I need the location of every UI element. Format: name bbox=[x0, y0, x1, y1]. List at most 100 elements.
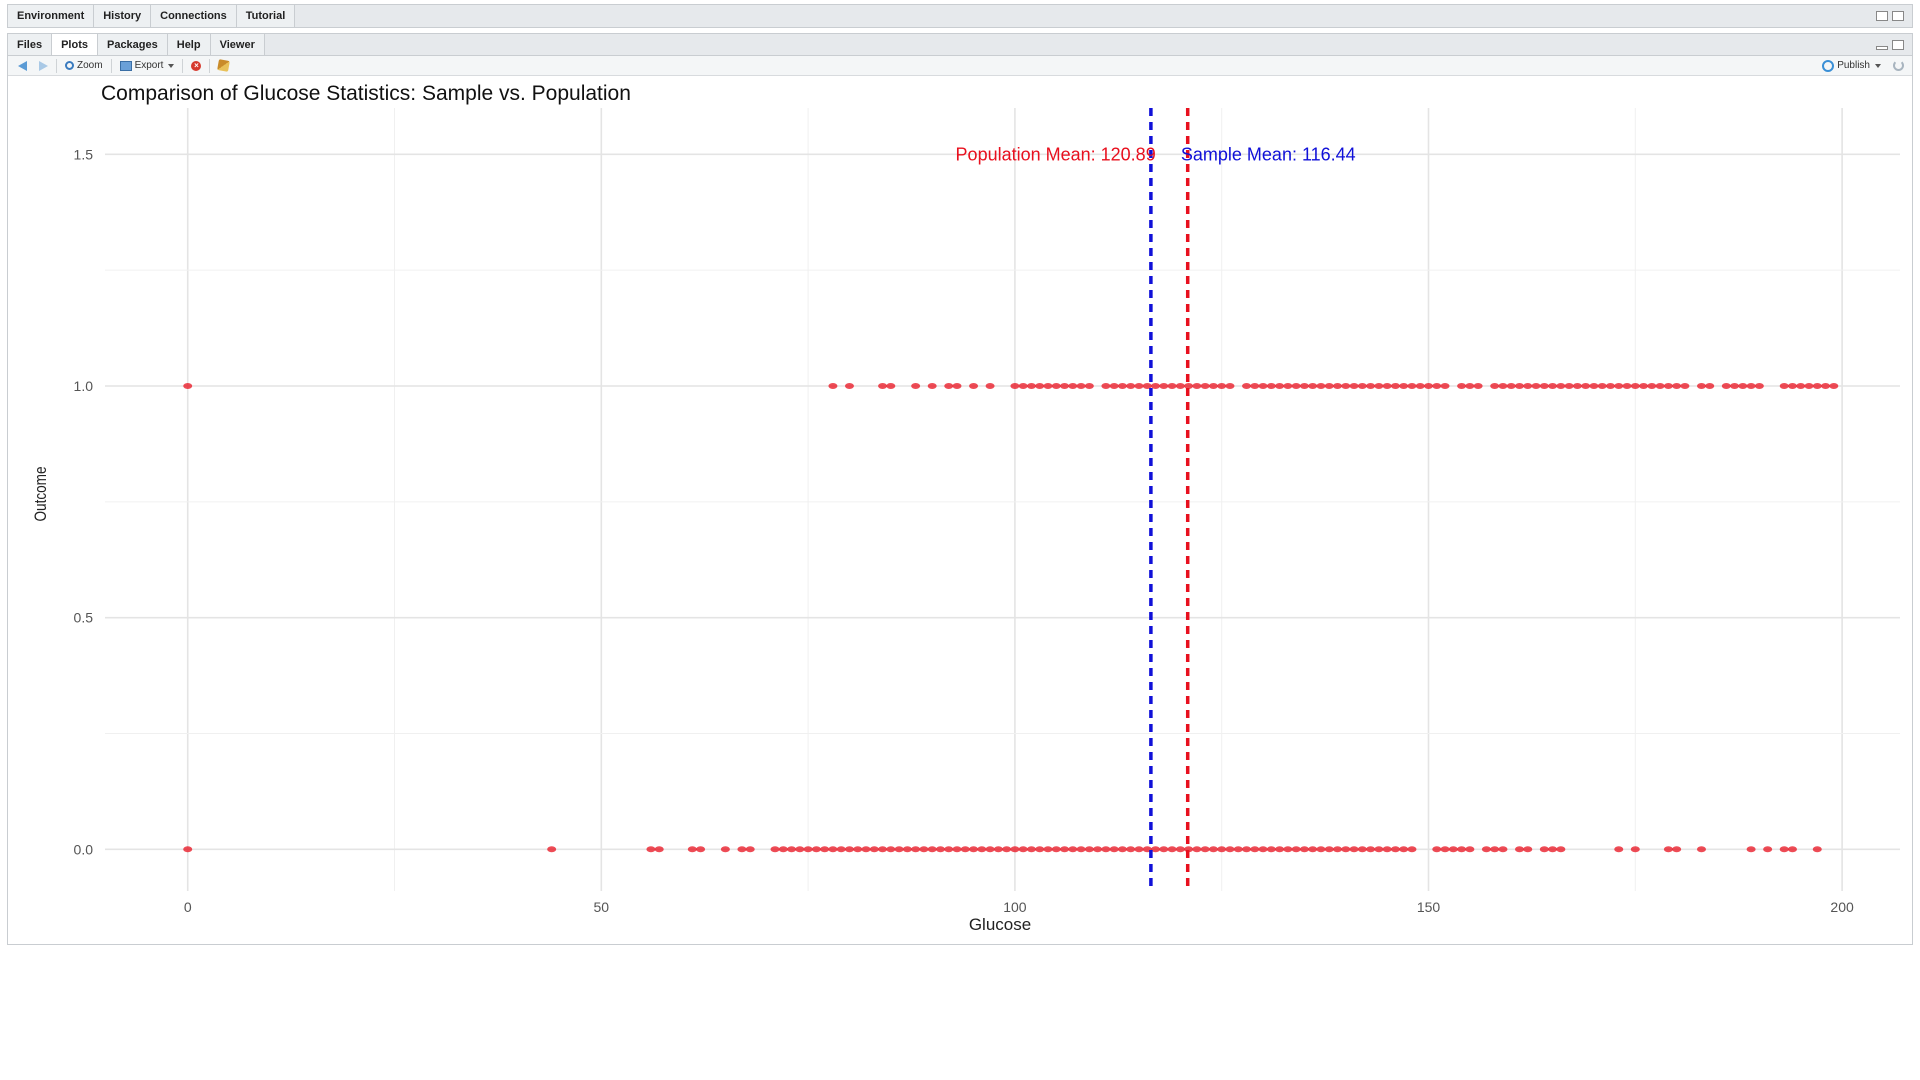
tab-files[interactable]: Files bbox=[8, 34, 53, 55]
data-point bbox=[878, 382, 888, 389]
data-point bbox=[1266, 382, 1276, 389]
bottom-pane-tabbar: Files Plots Packages Help Viewer bbox=[8, 34, 1912, 56]
data-point bbox=[1051, 382, 1061, 389]
tab-viewer[interactable]: Viewer bbox=[210, 34, 265, 55]
data-point bbox=[1242, 382, 1252, 389]
data-point bbox=[1192, 846, 1202, 853]
data-point bbox=[1225, 382, 1235, 389]
tab-tutorial[interactable]: Tutorial bbox=[236, 5, 296, 27]
tab-connections[interactable]: Connections bbox=[151, 5, 237, 27]
remove-icon: × bbox=[191, 60, 202, 71]
data-point bbox=[1167, 846, 1177, 853]
data-point bbox=[1208, 382, 1218, 389]
data-point bbox=[795, 846, 805, 853]
data-point bbox=[646, 846, 656, 853]
tab-history[interactable]: History bbox=[94, 5, 152, 27]
data-point bbox=[1663, 846, 1673, 853]
data-point bbox=[878, 846, 888, 853]
remove-plot-button[interactable]: × bbox=[185, 56, 207, 75]
data-point bbox=[1035, 846, 1045, 853]
data-point bbox=[969, 382, 979, 389]
data-point bbox=[993, 846, 1003, 853]
back-button[interactable] bbox=[12, 56, 33, 75]
data-point bbox=[1581, 382, 1591, 389]
data-point bbox=[1109, 846, 1119, 853]
data-point bbox=[1374, 846, 1384, 853]
data-point bbox=[1548, 846, 1558, 853]
data-point bbox=[1109, 382, 1119, 389]
y-tick-label: 0.0 bbox=[74, 841, 94, 857]
data-point bbox=[828, 382, 838, 389]
toolbar-divider bbox=[110, 58, 112, 73]
restore-pane-icon[interactable] bbox=[1876, 11, 1888, 21]
data-point bbox=[687, 846, 697, 853]
data-point bbox=[1812, 846, 1822, 853]
data-point bbox=[1333, 382, 1343, 389]
data-point bbox=[861, 846, 871, 853]
refresh-icon[interactable] bbox=[1893, 60, 1904, 71]
scatter-chart: Comparison of Glucose Statistics: Sample… bbox=[32, 82, 1900, 934]
data-point bbox=[1539, 382, 1549, 389]
tab-plots[interactable]: Plots bbox=[52, 34, 98, 55]
data-point bbox=[1101, 846, 1111, 853]
y-tick-label: 1.0 bbox=[74, 378, 94, 394]
tab-environment[interactable]: Environment bbox=[8, 5, 95, 27]
data-point bbox=[1663, 382, 1673, 389]
data-point bbox=[1357, 846, 1367, 853]
data-point bbox=[911, 382, 921, 389]
clear-plots-button[interactable] bbox=[212, 56, 235, 75]
data-point bbox=[952, 382, 962, 389]
data-point bbox=[1093, 846, 1103, 853]
data-point bbox=[1639, 382, 1649, 389]
data-point bbox=[1506, 382, 1516, 389]
restore-pane-icon[interactable] bbox=[1892, 39, 1904, 50]
export-label: Export bbox=[134, 60, 164, 71]
data-point bbox=[1126, 382, 1136, 389]
data-point bbox=[1432, 846, 1442, 853]
data-point bbox=[960, 846, 970, 853]
data-point bbox=[1266, 846, 1276, 853]
forward-button[interactable] bbox=[33, 56, 54, 75]
x-tick-label: 50 bbox=[594, 899, 610, 915]
broom-icon bbox=[217, 59, 231, 72]
data-point bbox=[969, 846, 979, 853]
plots-toolbar: Zoom Export × Publish bbox=[8, 56, 1912, 76]
data-point bbox=[828, 846, 838, 853]
data-point bbox=[869, 846, 879, 853]
data-point bbox=[1159, 382, 1169, 389]
data-point bbox=[1705, 382, 1715, 389]
data-point bbox=[1787, 846, 1797, 853]
maximize-pane-icon[interactable] bbox=[1892, 11, 1904, 21]
data-point bbox=[1043, 846, 1053, 853]
data-point bbox=[1068, 846, 1078, 853]
zoom-button[interactable]: Zoom bbox=[59, 56, 109, 75]
data-point bbox=[1680, 382, 1690, 389]
y-tick-label: 1.5 bbox=[74, 146, 94, 162]
data-point bbox=[1043, 382, 1053, 389]
data-point bbox=[1076, 846, 1086, 853]
data-point bbox=[1647, 382, 1657, 389]
tab-help[interactable]: Help bbox=[167, 34, 211, 55]
data-point bbox=[1721, 382, 1731, 389]
data-point bbox=[1390, 846, 1400, 853]
data-point bbox=[1051, 846, 1061, 853]
data-point bbox=[1498, 846, 1508, 853]
publish-button[interactable]: Publish bbox=[1816, 59, 1887, 72]
data-point bbox=[985, 382, 995, 389]
x-tick-label: 0 bbox=[184, 899, 192, 915]
zoom-label: Zoom bbox=[77, 60, 103, 71]
data-point bbox=[1316, 846, 1326, 853]
data-point bbox=[894, 846, 904, 853]
export-button[interactable]: Export bbox=[114, 56, 181, 75]
data-point bbox=[1597, 382, 1607, 389]
mean-lines: Population Mean: 120.89 Sample Mean: 116.… bbox=[956, 108, 1356, 891]
data-point bbox=[1548, 382, 1558, 389]
minimize-pane-icon[interactable] bbox=[1876, 45, 1888, 50]
data-point bbox=[1448, 846, 1458, 853]
data-point bbox=[1026, 382, 1036, 389]
data-point bbox=[1084, 846, 1094, 853]
tab-packages[interactable]: Packages bbox=[97, 34, 168, 55]
data-point bbox=[1605, 382, 1615, 389]
data-point bbox=[737, 846, 747, 853]
toolbar-divider bbox=[209, 58, 211, 73]
